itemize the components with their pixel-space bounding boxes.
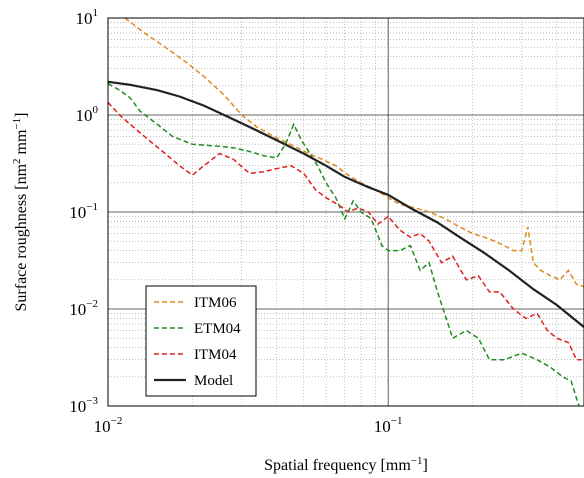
legend-box bbox=[145, 285, 257, 397]
series-line-model bbox=[107, 80, 584, 328]
legend-label-itm06: ITM06 bbox=[194, 295, 237, 311]
y-axis-label: Surface roughness [nm2 mm−1] bbox=[11, 113, 30, 312]
x-tick-label: 10−1 bbox=[374, 415, 403, 436]
grid bbox=[107, 17, 584, 407]
y-tick-label: 10−3 bbox=[69, 395, 98, 416]
legend-label-itm04: ITM04 bbox=[194, 347, 237, 363]
series-line-etm04 bbox=[107, 83, 580, 407]
y-tick-label: 101 bbox=[76, 7, 99, 28]
y-tick-label: 100 bbox=[76, 104, 99, 125]
series-line-itm06 bbox=[124, 17, 584, 288]
legend: ITM06 ETM04 ITM04 Model bbox=[145, 285, 257, 397]
plot-frame bbox=[107, 17, 584, 407]
series-line-itm04 bbox=[107, 101, 582, 361]
x-tick-label: 10−2 bbox=[94, 415, 123, 436]
y-tick-label: 10−2 bbox=[69, 298, 98, 319]
legend-label-model: Model bbox=[194, 373, 233, 389]
series-lines bbox=[107, 17, 584, 407]
legend-label-etm04: ETM04 bbox=[194, 321, 241, 337]
x-axis-label: Spatial frequency [mm−1] bbox=[264, 455, 428, 474]
y-tick-label: 10−1 bbox=[69, 201, 98, 222]
